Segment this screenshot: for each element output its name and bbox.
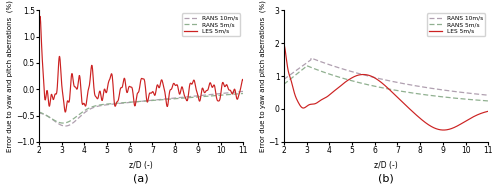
Text: (b): (b) (378, 173, 394, 183)
Text: (a): (a) (134, 173, 149, 183)
Y-axis label: Error due to yaw and pitch aberrations  (%): Error due to yaw and pitch aberrations (… (7, 0, 14, 152)
X-axis label: z/D (-): z/D (-) (130, 161, 153, 170)
Legend: RANS 10m/s, RANS 5m/s, LES 5m/s: RANS 10m/s, RANS 5m/s, LES 5m/s (427, 13, 486, 36)
Y-axis label: Error due to yaw and pitch aberrations  (%): Error due to yaw and pitch aberrations (… (259, 0, 266, 152)
Legend: RANS 10m/s, RANS 5m/s, LES 5m/s: RANS 10m/s, RANS 5m/s, LES 5m/s (182, 13, 240, 36)
X-axis label: z/D (-): z/D (-) (374, 161, 398, 170)
